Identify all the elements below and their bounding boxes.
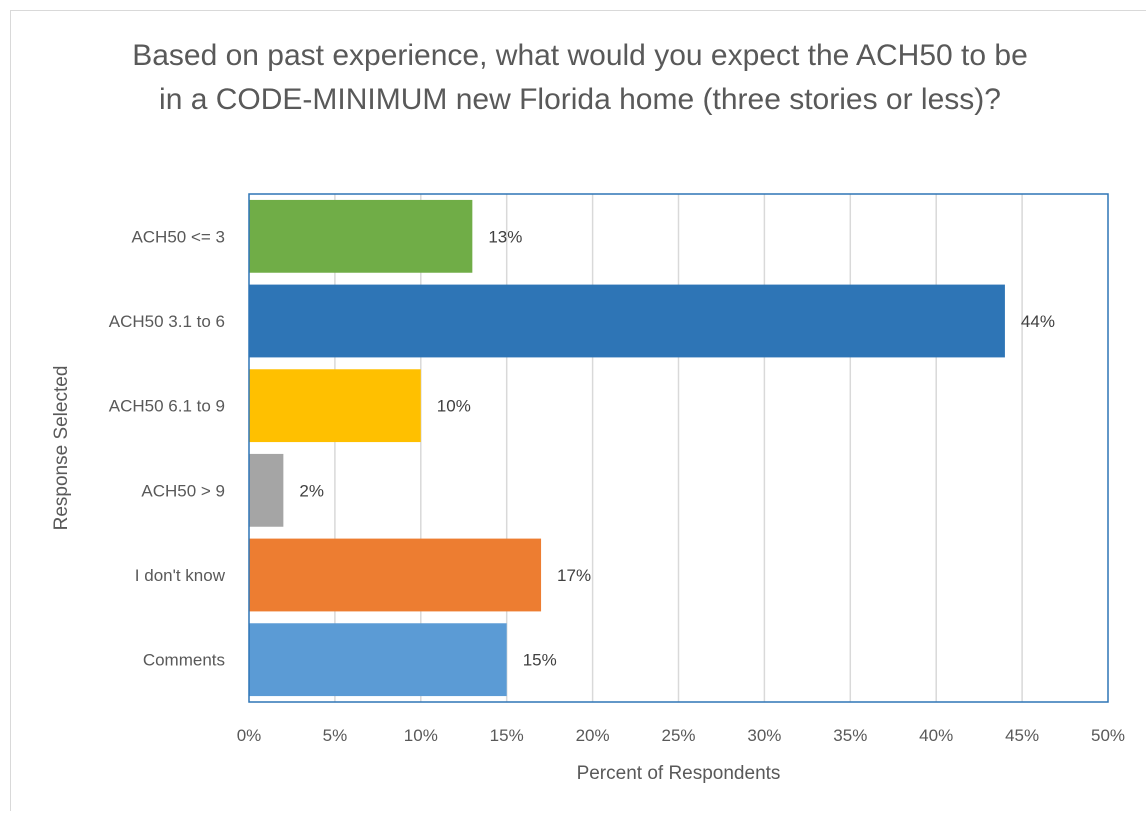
bars (249, 199, 1005, 697)
data-label: 10% (437, 397, 471, 416)
bar (249, 284, 1005, 358)
x-tick-label: 10% (404, 726, 438, 745)
y-axis-tick-labels: ACH50 <= 3 ACH50 3.1 to 6 ACH50 6.1 to 9 AC… (109, 227, 226, 669)
bar (249, 199, 473, 273)
data-label: 2% (299, 481, 324, 500)
x-tick-label: 15% (490, 726, 524, 745)
y-tick-label: ACH50 <= 3 (131, 227, 225, 246)
data-label: 17% (557, 566, 591, 585)
plot-area-border (248, 193, 1109, 703)
data-label: 15% (523, 651, 557, 670)
y-tick-label: Comments (143, 651, 225, 670)
x-tick-label: 20% (576, 726, 610, 745)
x-tick-label: 40% (919, 726, 953, 745)
x-tick-label: 50% (1091, 726, 1125, 745)
chart-frame (10, 10, 1146, 811)
x-tick-label: 5% (323, 726, 348, 745)
x-axis-title: Percent of Respondents (577, 763, 781, 784)
y-tick-label: ACH50 3.1 to 6 (109, 312, 225, 331)
x-tick-label: 30% (747, 726, 781, 745)
x-axis-tick-labels: 0% 5% 10% 15% 20% 25% 30% 35% 40% 45% 50% (237, 726, 1125, 745)
data-labels: 13% 44% 10% 2% 17% 15% (299, 227, 1055, 669)
y-tick-label: ACH50 > 9 (141, 481, 225, 500)
x-tick-label: 25% (661, 726, 695, 745)
bar (249, 453, 284, 527)
y-tick-label: I don't know (135, 566, 226, 585)
x-tick-label: 35% (833, 726, 867, 745)
x-tick-label: 45% (1005, 726, 1039, 745)
x-tick-label: 0% (237, 726, 262, 745)
y-tick-label: ACH50 6.1 to 9 (109, 397, 225, 416)
bar (249, 369, 421, 443)
bar (249, 538, 542, 612)
data-label: 44% (1021, 312, 1055, 331)
data-label: 13% (488, 227, 522, 246)
bar (249, 623, 507, 697)
chart-title: Based on past experience, what would you… (132, 39, 1028, 116)
gridlines (334, 194, 1023, 702)
y-axis-title: Response Selected (51, 366, 72, 531)
